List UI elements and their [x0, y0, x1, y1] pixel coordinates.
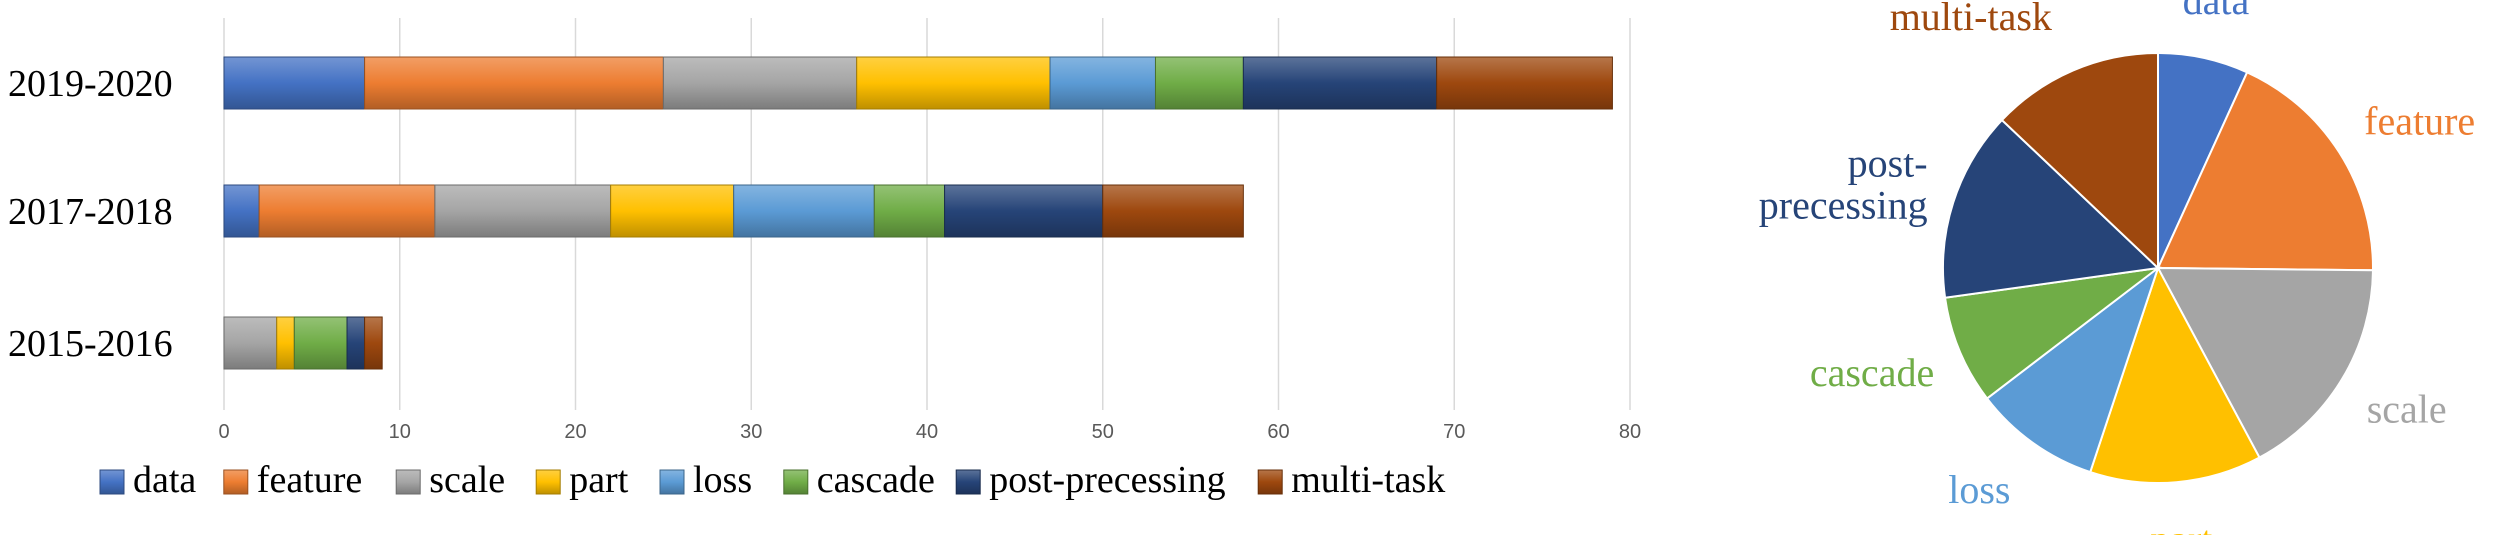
bar-segment-loss — [1049, 56, 1156, 110]
category-label: 2017-2018 — [8, 191, 173, 233]
category-label: 2019-2020 — [8, 63, 173, 105]
pie-slice-feature — [2156, 71, 2374, 272]
legend-label: data — [133, 459, 196, 501]
pie-label: precessing — [1759, 183, 1928, 228]
bar-segment-scale — [223, 316, 278, 370]
x-tick-label: 0 — [218, 421, 229, 443]
x-tick-label: 10 — [389, 421, 411, 443]
pie-chart: data feature scale part loss cascade post-prec… — [1759, 0, 2475, 540]
legend-label: multi-task — [1291, 459, 1445, 501]
pie-slice-multi-task — [2000, 51, 2159, 271]
pie-label: post- — [1848, 141, 1928, 186]
x-tick-label: 80 — [1619, 421, 1641, 443]
bar-segment-loss — [733, 184, 875, 238]
pie-slice-part — [2088, 265, 2261, 484]
legend-swatch-post-precessing — [955, 469, 981, 495]
x-tick-label: 30 — [740, 421, 762, 443]
bar-segment-feature — [364, 56, 664, 110]
bar-segment-part — [276, 316, 295, 370]
x-tick-label: 20 — [564, 421, 586, 443]
x-tick-label: 40 — [916, 421, 938, 443]
pie-label: feature — [2364, 99, 2475, 144]
pie-label: part — [2150, 517, 2212, 535]
pie-slice-scale — [2156, 266, 2375, 459]
legend-swatch-loss — [659, 469, 685, 495]
bar-segment-multi-task — [1436, 56, 1613, 110]
stacked-bar-chart: 0 10 20 30 40 50 60 70 80 2019-2020 2017-2018 2015-… — [8, 18, 1641, 501]
bar-segment-cascade — [293, 316, 348, 370]
pie-label: data — [2183, 0, 2250, 23]
bar-segment-data — [223, 56, 366, 110]
pie-label: multi-task — [1890, 0, 2052, 39]
pie-label: loss — [1948, 467, 2010, 512]
category-label: 2015-2016 — [8, 323, 173, 365]
legend-label: post-precessing — [989, 459, 1225, 501]
bar-segment-multi-task — [364, 316, 383, 370]
legend-label: feature — [257, 459, 362, 501]
legend-label: scale — [429, 459, 505, 501]
pie-slice-cascade — [1943, 266, 2162, 400]
bar-segment-scale — [434, 184, 612, 238]
bar-segment-post-precessing — [1242, 56, 1438, 110]
bar-segment-part — [610, 184, 735, 238]
bar-segment-post-precessing — [346, 316, 366, 370]
legend-swatch-part — [535, 469, 561, 495]
bar-segment-feature — [258, 184, 436, 238]
bar-segment-multi-task — [1102, 184, 1244, 238]
legend-label: loss — [693, 459, 752, 501]
bar-segment-cascade — [873, 184, 946, 238]
pie-label: cascade — [1810, 350, 1934, 395]
legend-swatch-multi-task — [1257, 469, 1283, 495]
bar-segment-post-precessing — [944, 184, 1104, 238]
x-tick-label: 70 — [1443, 421, 1465, 443]
legend-label: cascade — [817, 459, 935, 501]
bar-segment-cascade — [1154, 56, 1244, 110]
pie-slice-loss — [1985, 265, 2160, 474]
bar-segment-data — [223, 184, 260, 238]
legend-swatch-feature — [223, 469, 249, 495]
legend-label: part — [569, 459, 629, 501]
bar-segment-part — [856, 56, 1051, 110]
pie-slice-post-precessing — [1942, 118, 2161, 299]
legend-swatch-data — [99, 469, 125, 495]
legend-swatch-scale — [395, 469, 421, 495]
x-tick-label: 60 — [1267, 421, 1289, 443]
pie-label: scale — [2367, 387, 2447, 432]
legend-swatch-cascade — [783, 469, 809, 495]
bar-segment-scale — [662, 56, 858, 110]
x-tick-label: 50 — [1092, 421, 1114, 443]
